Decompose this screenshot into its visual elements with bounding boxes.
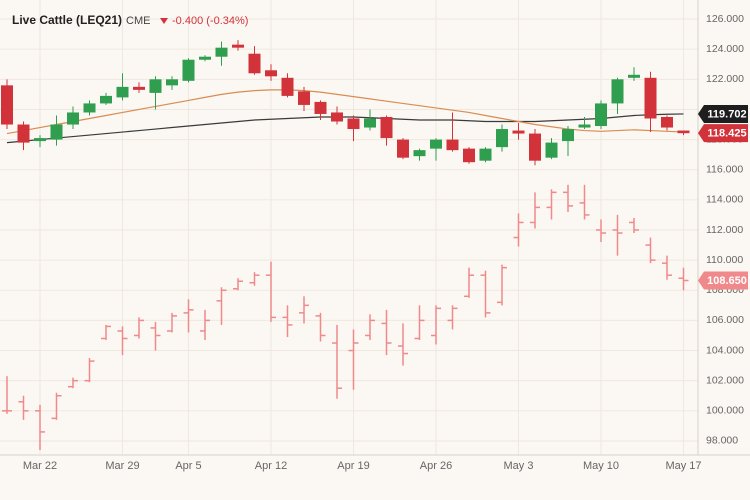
candle-body <box>661 116 673 128</box>
candle-body <box>281 77 294 96</box>
x-tick-label: Apr 5 <box>175 460 201 472</box>
x-tick-label: Mar 22 <box>23 460 57 472</box>
candle-body <box>199 56 211 60</box>
x-tick-label: May 10 <box>583 460 619 472</box>
candle-body <box>628 74 640 78</box>
candle-body <box>331 112 343 122</box>
candle-body <box>397 139 409 158</box>
candle-body <box>182 59 195 81</box>
candle-body <box>446 139 459 151</box>
y-tick-label: 116.000 <box>706 164 743 176</box>
price-tag <box>698 124 748 143</box>
candle-body <box>133 86 145 90</box>
candle-body <box>644 77 657 119</box>
candle-body <box>562 129 574 142</box>
candle-body <box>248 53 261 74</box>
price-tag-label: 118.425 <box>707 128 746 140</box>
x-tick-label: May 17 <box>665 460 701 472</box>
candle-body <box>512 130 525 134</box>
y-tick-label: 126.000 <box>706 13 744 25</box>
y-tick-label: 112.000 <box>706 224 743 236</box>
exchange: CME <box>126 15 150 27</box>
candle-body <box>100 95 112 104</box>
y-tick-label: 102.000 <box>706 374 744 386</box>
x-tick-label: Mar 29 <box>105 460 139 472</box>
candle-body <box>1 85 13 125</box>
candle-body <box>34 138 46 142</box>
candle-body <box>496 129 508 148</box>
candle-body <box>166 79 178 86</box>
candle-body <box>529 133 541 161</box>
x-tick-label: Apr 19 <box>337 460 369 472</box>
candle-body <box>463 148 475 163</box>
x-tick-label: Apr 26 <box>420 460 452 472</box>
candle-body <box>364 118 376 128</box>
candle-body <box>611 79 624 104</box>
x-tick-label: Apr 12 <box>255 460 287 472</box>
candle-body <box>298 91 310 105</box>
y-tick-label: 124.000 <box>706 43 744 55</box>
price-tag-label: 108.650 <box>707 275 747 287</box>
candle-body <box>578 124 591 128</box>
down-arrow <box>160 18 168 24</box>
y-tick-label: 106.000 <box>706 314 744 326</box>
y-tick-label: 100.000 <box>706 405 744 417</box>
x-tick-label: May 3 <box>504 460 534 472</box>
marks <box>1 40 690 450</box>
candle-body <box>17 124 30 143</box>
y-tick-label: 104.000 <box>706 344 744 356</box>
price-tag-label: 119.702 <box>707 108 746 120</box>
candle-body <box>413 150 426 157</box>
candle-body <box>479 148 492 161</box>
candle-body <box>430 139 442 149</box>
y-tick-label: 114.000 <box>706 194 743 206</box>
y-tick-label: 110.000 <box>706 254 743 266</box>
candle-body <box>232 44 244 48</box>
y-tick-label: 122.000 <box>706 73 744 85</box>
candle-body <box>595 103 607 127</box>
candle-body <box>314 101 327 114</box>
candle-body <box>67 112 79 125</box>
candle-body <box>83 103 96 113</box>
price-tag <box>698 271 748 290</box>
candle-body <box>380 116 393 139</box>
candle-body <box>265 70 277 77</box>
candle-body <box>215 47 228 57</box>
candle-body <box>545 142 558 158</box>
candle-body <box>149 79 162 93</box>
chart-title: Live Cattle (LEQ21) <box>12 13 122 27</box>
price-tag <box>698 104 748 123</box>
candle-body <box>116 86 129 98</box>
candle-body <box>50 124 63 140</box>
moving-average-line <box>6 113 684 144</box>
candle-body <box>677 130 690 134</box>
y-tick-label: 98.000 <box>706 435 738 447</box>
change: -0.400 (-0.34%) <box>172 15 248 27</box>
candle-body <box>347 118 360 130</box>
